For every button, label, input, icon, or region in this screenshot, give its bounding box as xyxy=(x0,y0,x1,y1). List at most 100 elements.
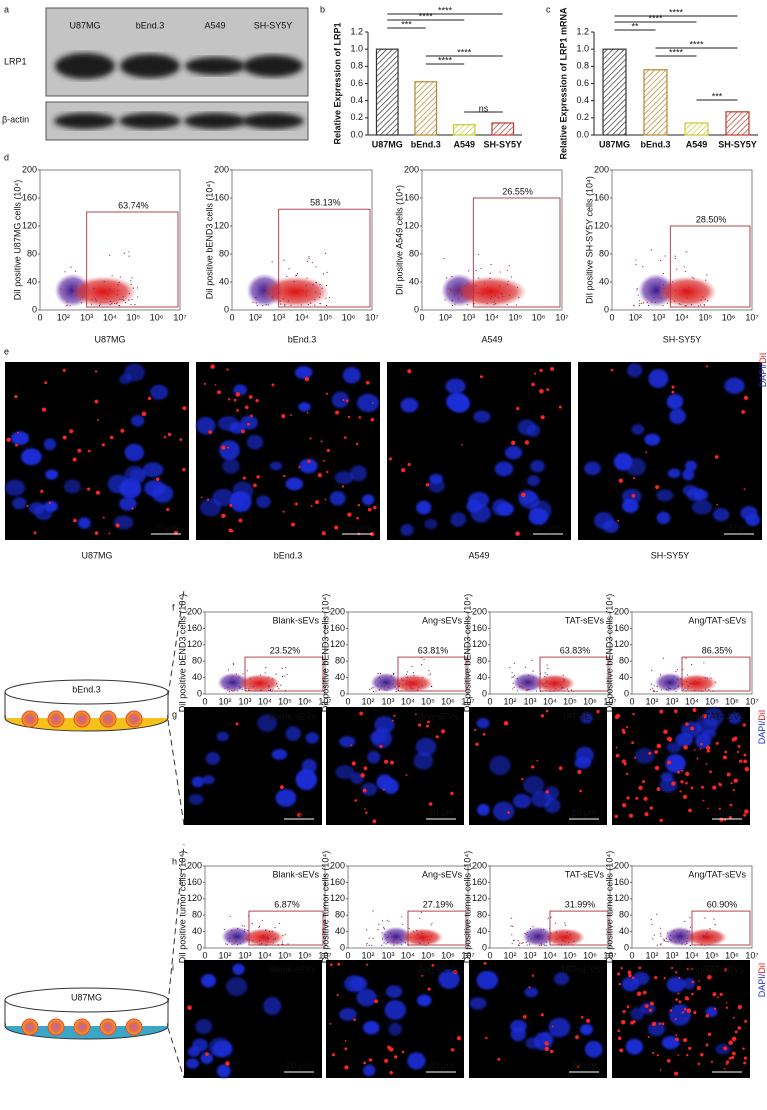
population-cloud xyxy=(401,928,444,947)
dil-signal xyxy=(685,722,689,726)
dil-signal xyxy=(691,967,693,970)
dil-signal xyxy=(631,976,635,980)
event-dot xyxy=(430,673,432,675)
event-dot xyxy=(268,686,270,688)
event-dot xyxy=(691,276,693,278)
event-dot xyxy=(451,276,453,278)
y-tick-label: 120 xyxy=(330,893,345,903)
y-tick-label: 80 xyxy=(192,656,202,666)
nucleus xyxy=(529,500,552,521)
y-tick-label: 0 xyxy=(197,942,202,952)
event-dot xyxy=(675,681,677,683)
event-dot xyxy=(499,271,501,273)
nucleus xyxy=(489,755,511,776)
y-tick-label: 40 xyxy=(219,276,229,286)
event-dot xyxy=(663,939,665,941)
population-cloud xyxy=(370,672,402,693)
event-dot xyxy=(232,690,234,692)
nucleus xyxy=(299,458,318,474)
dil-signal xyxy=(743,753,747,757)
dil-signal xyxy=(726,772,731,777)
event-dot xyxy=(706,936,708,938)
x-tick-label: 10⁷ xyxy=(555,312,568,322)
dil-signal xyxy=(370,417,375,422)
dil-signal xyxy=(297,812,302,818)
dil-signal xyxy=(210,364,215,369)
blot-band xyxy=(55,53,115,79)
dil-signal xyxy=(728,1040,733,1045)
y-tick-label: 1.2 xyxy=(350,26,363,36)
nucleus xyxy=(416,500,432,515)
dil-signal xyxy=(235,722,239,726)
event-dot xyxy=(667,686,669,688)
dil-signal xyxy=(344,1040,347,1042)
event-dot xyxy=(411,665,413,668)
event-dot xyxy=(267,936,269,938)
nucleus xyxy=(693,489,709,501)
x-tick-label: 10⁵ xyxy=(508,312,522,322)
nucleus xyxy=(285,726,301,742)
dil-signal xyxy=(718,807,721,810)
gate-percentage: 63.81% xyxy=(418,645,449,655)
dil-signal xyxy=(539,368,543,373)
nucleus xyxy=(667,468,681,479)
event-dot xyxy=(565,924,567,926)
nucleus xyxy=(518,489,537,505)
event-dot xyxy=(122,295,124,298)
dil-signal xyxy=(627,970,632,975)
dil-signal xyxy=(354,799,357,802)
event-dot xyxy=(676,668,679,671)
nucleus xyxy=(216,731,229,742)
dil-signal xyxy=(342,398,345,401)
event-dot xyxy=(668,688,670,690)
event-dot xyxy=(410,936,412,938)
event-dot xyxy=(636,289,638,291)
gate-percentage: 63.74% xyxy=(118,200,149,210)
y-tick-label: 80 xyxy=(477,910,487,920)
event-dot xyxy=(318,296,321,298)
dil-signal xyxy=(306,412,309,414)
y-tick-label: 120 xyxy=(187,893,202,903)
nucleus xyxy=(361,782,378,797)
bar xyxy=(375,48,399,136)
y-tick-label: 80 xyxy=(477,656,487,666)
event-dot xyxy=(669,938,671,940)
event-dot xyxy=(652,291,654,293)
event-dot xyxy=(491,296,493,298)
event-dot xyxy=(285,666,287,669)
plot-title: Ang-sEVs xyxy=(422,869,463,879)
dil-signal xyxy=(482,733,486,736)
nucleus xyxy=(666,742,682,753)
event-dot xyxy=(656,685,658,687)
x-tick-label: 10⁶ xyxy=(342,312,356,322)
y-axis-label: DiI positive bEND3 cells (10⁴) xyxy=(462,594,472,712)
event-dot xyxy=(394,686,396,688)
dil-signal xyxy=(233,398,237,402)
event-dot xyxy=(232,676,234,678)
dil-signal xyxy=(710,1060,714,1063)
y-tick-label: 160 xyxy=(614,623,629,633)
nucleus xyxy=(530,460,545,473)
blot-band xyxy=(54,113,116,129)
event-dot xyxy=(498,296,500,299)
event-dot xyxy=(384,933,386,936)
event-dot xyxy=(560,684,562,686)
event-dot xyxy=(683,266,686,268)
y-tick-label: 120 xyxy=(614,639,629,649)
gate-percentage: 27.19% xyxy=(423,899,454,909)
event-dot xyxy=(544,944,546,947)
dil-signal xyxy=(329,1022,332,1025)
dil-signal xyxy=(365,380,370,385)
event-dot xyxy=(248,688,250,690)
dil-signal xyxy=(673,709,678,714)
event-dot xyxy=(368,937,370,939)
event-dot xyxy=(110,300,112,303)
x-tick-label: 10³ xyxy=(523,950,536,960)
dil-signal xyxy=(724,968,728,972)
population-cloud xyxy=(664,926,696,947)
dil-signal xyxy=(706,749,710,753)
dil-signal xyxy=(379,744,383,749)
x-tick-label: 10⁴ xyxy=(543,950,557,960)
event-dot xyxy=(281,941,284,943)
event-dot xyxy=(687,938,689,940)
